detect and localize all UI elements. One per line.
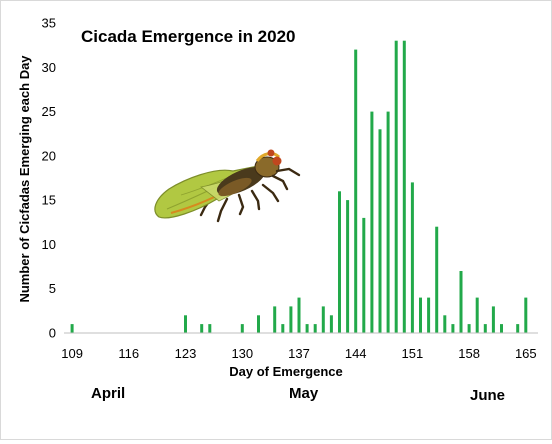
bar-day-140 xyxy=(321,306,325,333)
bar-day-136 xyxy=(289,306,293,333)
bar-day-132 xyxy=(257,315,260,333)
bar-day-123 xyxy=(184,315,187,333)
bar-day-146 xyxy=(370,111,374,333)
bar-day-148 xyxy=(386,111,390,333)
bar-day-109 xyxy=(70,324,74,333)
chart-title: Cicada Emergence in 2020 xyxy=(81,27,296,46)
y-tick-label: 0 xyxy=(49,326,56,341)
x-ticks: 109 116 123 130 137 144 151 158 165 xyxy=(61,346,536,361)
bar-day-151 xyxy=(410,182,414,333)
bar-day-158 xyxy=(467,324,471,333)
y-tick-label: 15 xyxy=(42,193,56,208)
y-tick-label: 25 xyxy=(42,104,56,119)
bar-day-164 xyxy=(516,324,520,333)
x-tick-label: 165 xyxy=(515,346,537,361)
bar-day-139 xyxy=(313,324,317,333)
bar-day-126 xyxy=(208,324,212,333)
bar-day-135 xyxy=(281,324,285,333)
bar-day-155 xyxy=(443,315,447,333)
x-tick-label: 123 xyxy=(175,346,197,361)
y-tick-label: 10 xyxy=(42,237,56,252)
bar-day-130 xyxy=(240,324,244,333)
y-tick-label: 5 xyxy=(49,281,56,296)
bar-day-156 xyxy=(451,324,455,333)
bar-day-137 xyxy=(297,297,301,333)
month-label-april: April xyxy=(91,385,125,402)
bar-day-165 xyxy=(524,297,528,333)
x-tick-label: 144 xyxy=(345,346,367,361)
bar-day-125 xyxy=(200,324,204,333)
x-tick-label: 151 xyxy=(402,346,424,361)
bar-day-154 xyxy=(435,226,439,333)
x-tick-label: 130 xyxy=(231,346,253,361)
y-ticks: 0 5 10 15 20 25 30 35 xyxy=(42,16,56,341)
bar-day-147 xyxy=(378,129,382,333)
x-tick-label: 116 xyxy=(118,346,139,361)
bar-day-149 xyxy=(394,40,398,333)
y-tick-label: 20 xyxy=(42,148,56,163)
bar-day-153 xyxy=(427,297,431,333)
bars xyxy=(70,40,528,333)
bar-day-162 xyxy=(500,324,503,333)
x-axis-label: Day of Emergence xyxy=(229,364,342,379)
y-tick-label: 35 xyxy=(42,16,56,31)
x-tick-label: 109 xyxy=(61,346,83,361)
bar-day-144 xyxy=(354,49,358,333)
bar-day-138 xyxy=(305,324,309,333)
bar-day-142 xyxy=(338,191,341,333)
bar-day-157 xyxy=(459,271,463,333)
bar-day-152 xyxy=(419,297,422,333)
bar-day-159 xyxy=(475,297,479,333)
cicada-icon xyxy=(154,149,301,223)
month-label-may: May xyxy=(289,385,319,402)
bar-day-143 xyxy=(346,200,350,333)
x-tick-label: 137 xyxy=(288,346,310,361)
bar-day-160 xyxy=(483,324,487,333)
bar-day-150 xyxy=(402,40,406,333)
bar-day-161 xyxy=(491,306,495,333)
bar-day-141 xyxy=(329,315,333,333)
x-tick-label: 158 xyxy=(458,346,480,361)
bar-day-145 xyxy=(362,217,366,333)
month-label-june: June xyxy=(470,387,505,404)
y-axis-label: Number of Cicfadas Emerging each Day xyxy=(17,55,32,303)
y-tick-label: 30 xyxy=(42,60,56,75)
bar-day-134 xyxy=(273,306,277,333)
